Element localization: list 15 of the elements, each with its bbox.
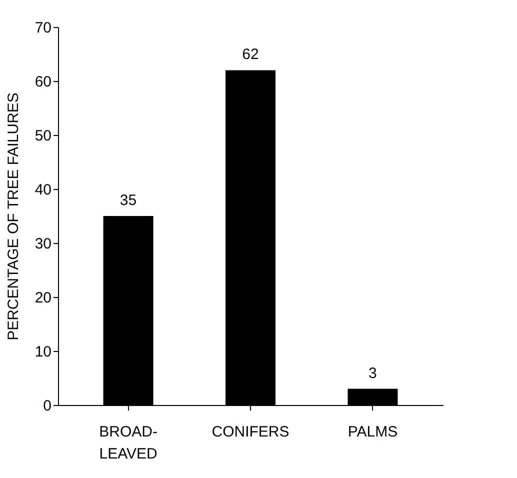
x-tick-label: PALMS [348, 424, 398, 440]
data-label: 3 [368, 364, 377, 382]
y-tick-label: 50 [34, 128, 52, 144]
y-tick-label: 60 [34, 74, 52, 90]
y-tick-label: 30 [34, 236, 52, 252]
x-tick-label: BROAD- LEAVED [99, 424, 158, 462]
y-axis-title: PERCENTAGE OF TREE FAILURES [4, 92, 22, 340]
y-tick-label: 10 [34, 344, 52, 360]
y-tick-label: 70 [34, 20, 52, 36]
y-tick-label: 20 [34, 290, 52, 306]
data-label: 62 [242, 46, 259, 64]
data-label: 35 [120, 192, 137, 209]
y-tick-label: 40 [34, 182, 52, 198]
x-tick-label: CONIFERS [212, 424, 290, 440]
y-tick-label: 0 [43, 398, 52, 414]
